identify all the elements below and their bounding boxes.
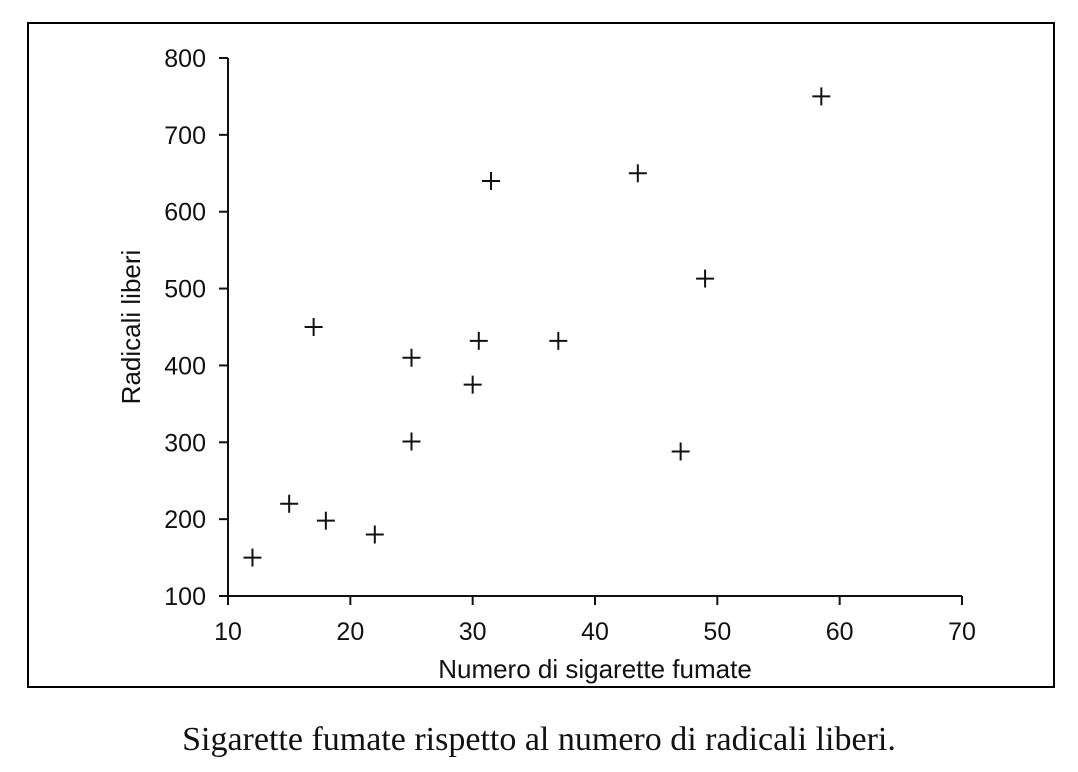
x-tick-label: 30 [459,618,487,646]
y-tick-label: 800 [164,45,206,73]
x-tick-label: 20 [336,618,364,646]
x-tick-label: 40 [581,618,609,646]
data-point [304,318,323,336]
data-point [671,442,690,461]
y-tick-label: 300 [164,429,206,457]
x-tick-label: 60 [826,618,854,646]
y-tick-label: 700 [164,122,206,150]
data-point [549,331,568,350]
data-point [316,511,335,530]
chart-frame [27,22,1055,688]
data-point [482,171,501,190]
x-tick-label: 70 [948,618,976,646]
figure-caption: Sigarette fumate rispetto al numero di r… [182,721,896,758]
y-tick-label: 100 [164,583,206,611]
y-tick-label: 400 [164,352,206,380]
x-axis-title: Numero di sigarette fumate [438,654,752,684]
data-point [243,548,262,567]
y-tick-label: 200 [164,506,206,534]
x-tick-label: 10 [214,618,242,646]
data-point [280,494,299,513]
data-point [696,269,715,288]
axis-ticks: 10 20 30 40 50 60 70 100 200 300 400 500 600 700 800 [164,45,976,646]
y-tick-label: 500 [164,276,206,304]
axes [227,58,962,597]
data-point [628,164,647,183]
data-point [463,375,482,394]
data-point [402,432,421,451]
y-axis-title: Radicali liberi [116,250,146,405]
y-tick-label: 600 [164,199,206,227]
x-tick-label: 50 [703,618,731,646]
data-point [402,348,421,367]
data-point [812,87,831,106]
data-point [365,525,384,544]
data-point [469,331,488,350]
data-points [243,87,831,567]
